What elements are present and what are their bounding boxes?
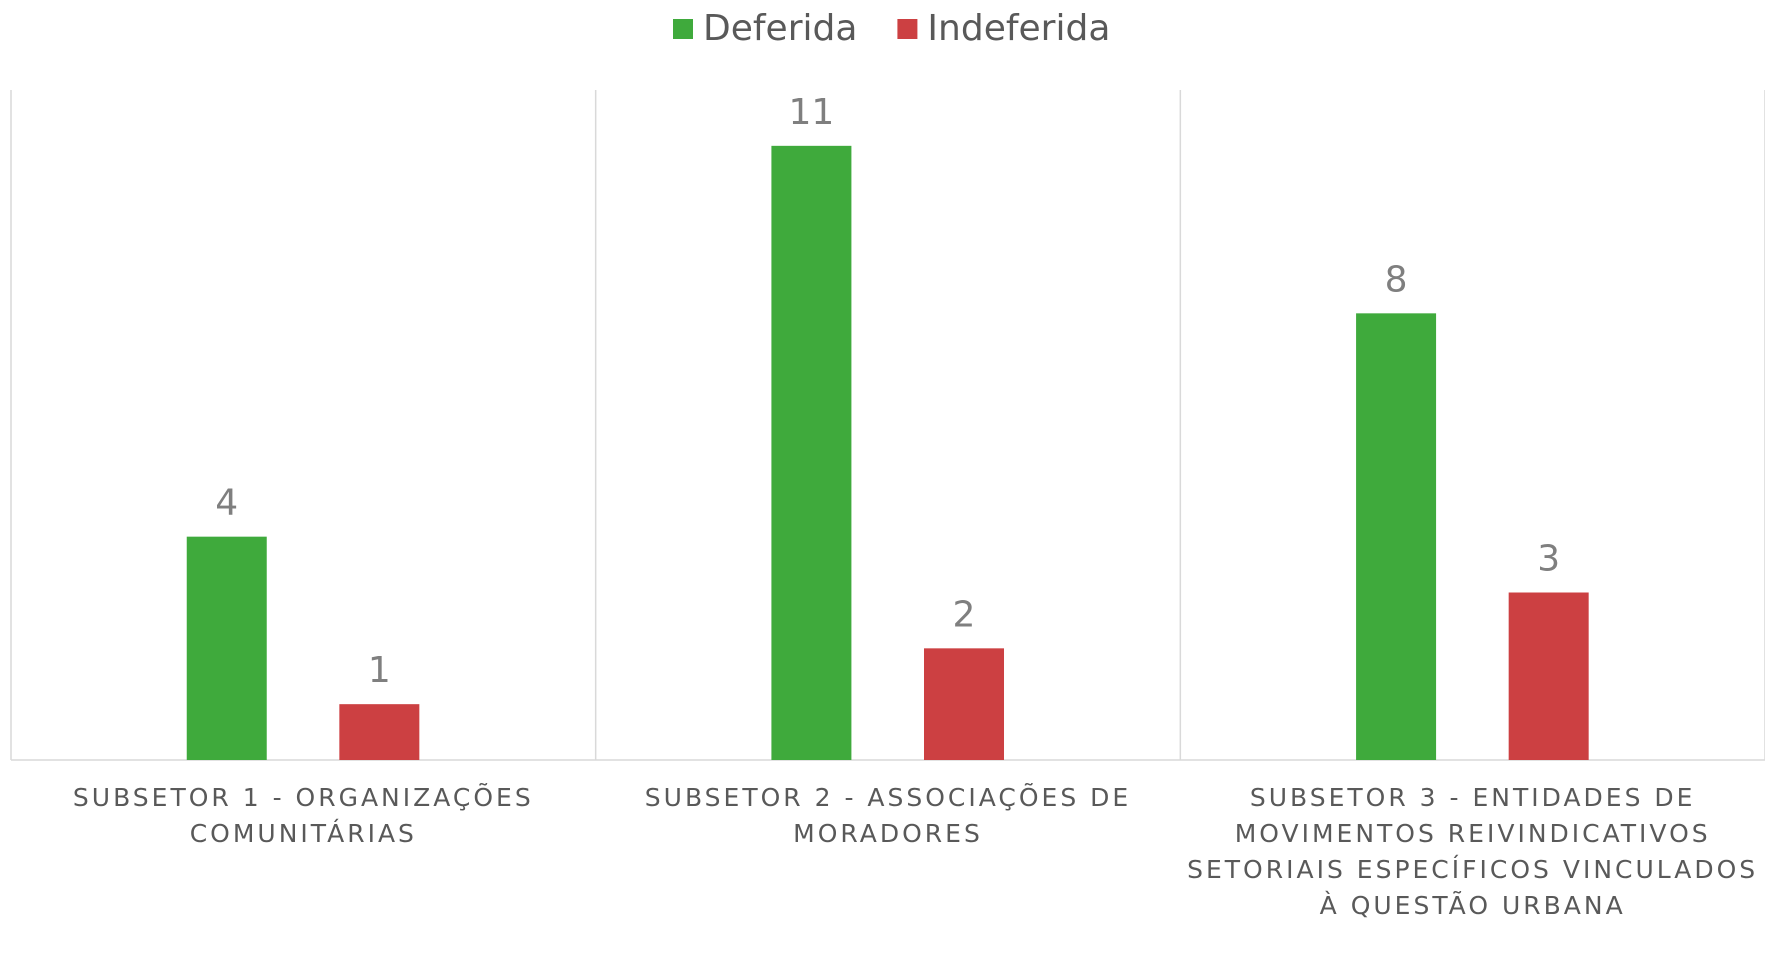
bar bbox=[924, 648, 1005, 760]
data-label: 11 bbox=[789, 92, 835, 133]
bar bbox=[1508, 592, 1589, 760]
x-tick-label-line: SUBSETOR 2 - ASSOCIAÇÕES DE bbox=[645, 782, 1131, 812]
x-tick-label-line: MORADORES bbox=[793, 819, 983, 848]
data-label: 1 bbox=[368, 650, 391, 691]
x-tick-label-line: COMUNITÁRIAS bbox=[190, 819, 417, 848]
x-tick-label-line: MOVIMENTOS REIVINDICATIVOS bbox=[1235, 819, 1711, 848]
bar bbox=[186, 536, 267, 760]
x-tick-label-line: À QUESTÃO URBANA bbox=[1320, 890, 1626, 920]
x-tick-label-line: SETORIAIS ESPECÍFICOS VINCULADOS bbox=[1187, 855, 1758, 884]
data-label: 2 bbox=[953, 594, 976, 635]
bar bbox=[1356, 313, 1437, 760]
legend-swatch bbox=[897, 19, 918, 39]
x-tick-label: SUBSETOR 2 - ASSOCIAÇÕES DE MORADORES bbox=[645, 782, 1131, 848]
legend-swatch bbox=[673, 19, 693, 39]
data-label: 3 bbox=[1537, 539, 1560, 580]
bar bbox=[771, 145, 852, 761]
data-label: 8 bbox=[1385, 259, 1408, 300]
legend-label: Deferida bbox=[703, 8, 857, 49]
bar bbox=[339, 704, 420, 760]
legend: Deferida Indeferida bbox=[673, 8, 1110, 49]
data-label: 4 bbox=[215, 483, 238, 524]
x-tick-label: SUBSETOR 3 - ENTIDADES DE MOVIMENTOS REIV… bbox=[1187, 783, 1758, 920]
legend-label: Indeferida bbox=[927, 8, 1110, 49]
x-tick-label-line: SUBSETOR 3 - ENTIDADES DE bbox=[1250, 783, 1696, 812]
x-tick-label: SUBSETOR 1 - ORGANIZAÇÕES COMUNITÁRIAS bbox=[73, 782, 534, 848]
x-tick-label-line: SUBSETOR 1 - ORGANIZAÇÕES bbox=[73, 782, 534, 812]
